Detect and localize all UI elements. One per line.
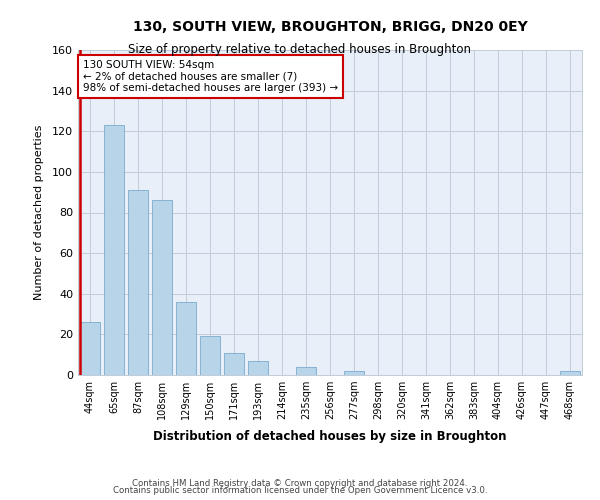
Bar [200, 336, 220, 375]
Text: Contains public sector information licensed under the Open Government Licence v3: Contains public sector information licen… [113, 486, 487, 495]
Title: 130, SOUTH VIEW, BROUGHTON, BRIGG, DN20 0EY: 130, SOUTH VIEW, BROUGHTON, BRIGG, DN20 … [133, 20, 527, 34]
Bar [248, 361, 268, 375]
Text: Size of property relative to detached houses in Broughton: Size of property relative to detached ho… [128, 42, 472, 56]
Text: 130 SOUTH VIEW: 54sqm
← 2% of detached houses are smaller (7)
98% of semi-detach: 130 SOUTH VIEW: 54sqm ← 2% of detached h… [83, 60, 338, 93]
Text: Contains HM Land Registry data © Crown copyright and database right 2024.: Contains HM Land Registry data © Crown c… [132, 478, 468, 488]
Bar [224, 352, 244, 375]
Bar [176, 302, 196, 375]
X-axis label: Distribution of detached houses by size in Broughton: Distribution of detached houses by size … [153, 430, 507, 444]
Bar [560, 371, 580, 375]
Bar [296, 367, 316, 375]
Y-axis label: Number of detached properties: Number of detached properties [34, 125, 44, 300]
Bar [104, 125, 124, 375]
Bar [152, 200, 172, 375]
Bar [80, 322, 100, 375]
Bar [344, 371, 364, 375]
Bar [128, 190, 148, 375]
